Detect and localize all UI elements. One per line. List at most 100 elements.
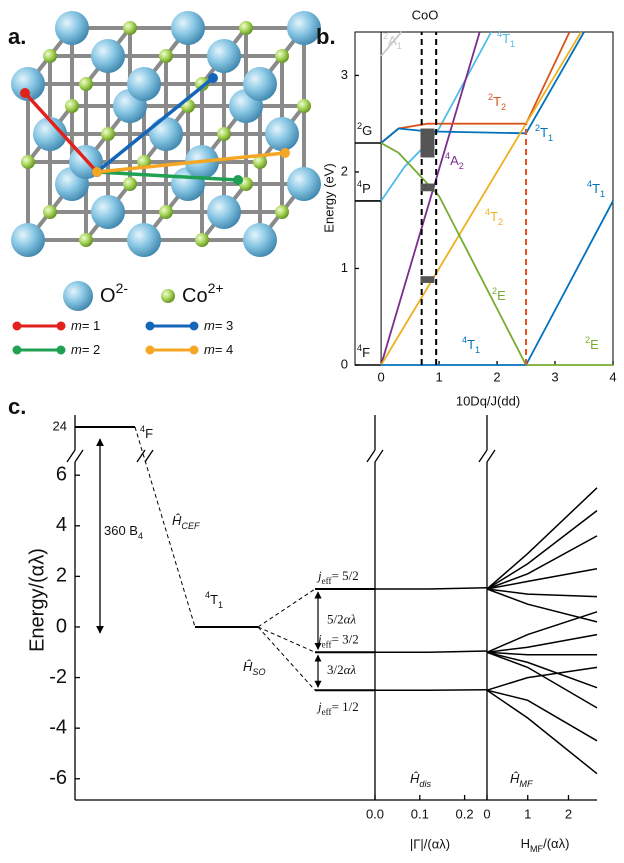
level-curve bbox=[486, 487, 598, 590]
operator-label-part: dis bbox=[419, 779, 431, 789]
y-tick-label: 6 bbox=[56, 463, 67, 485]
crystal-field-label-part: 360 B bbox=[104, 523, 138, 538]
panel-label: c. bbox=[8, 394, 26, 419]
level-label-part: 4 bbox=[205, 590, 210, 600]
oxygen-atom bbox=[171, 11, 205, 45]
x-tick-label: 3 bbox=[551, 369, 558, 384]
y-tick-label: -4 bbox=[49, 716, 67, 738]
oxygen-atom bbox=[207, 195, 241, 229]
crystal-field-label: 360 B4 bbox=[104, 523, 143, 541]
legend-bond-end bbox=[145, 345, 155, 355]
curve-label: 4T2 bbox=[485, 207, 503, 227]
level-curve bbox=[486, 689, 598, 742]
level-label-part: T bbox=[210, 592, 218, 607]
operator-label-part: Ĥ bbox=[510, 771, 520, 786]
level-curve bbox=[486, 633, 598, 654]
curve-label-part: E bbox=[497, 288, 506, 303]
gap-label: 5/2αλ bbox=[327, 612, 356, 627]
energy-curve bbox=[380, 31, 582, 366]
gap-label-part: 3/2 bbox=[327, 662, 344, 677]
legend-bond-end bbox=[189, 345, 199, 355]
legend-bond-label: m= 1 bbox=[71, 318, 100, 333]
x-tick-label: 4 bbox=[609, 369, 616, 384]
curve-label: 2T1 bbox=[535, 123, 553, 143]
legend-bond-end bbox=[56, 345, 66, 355]
level-curve bbox=[486, 651, 598, 689]
connector bbox=[257, 588, 316, 628]
curve-label-part: 2 bbox=[459, 161, 464, 171]
axis-break bbox=[144, 449, 154, 463]
chart-title: CoO bbox=[412, 7, 439, 22]
curve-label-part: 2 bbox=[535, 123, 540, 133]
x-tick-label: 0 bbox=[377, 369, 384, 384]
legend-bond-label: m= 4 bbox=[204, 342, 233, 357]
curve-label: 4T1 bbox=[462, 335, 480, 355]
level-curve bbox=[486, 588, 598, 598]
oxygen-atom bbox=[127, 67, 161, 101]
x-axis-label-part: H bbox=[521, 836, 530, 851]
level-curve bbox=[486, 689, 598, 775]
bond-end bbox=[208, 73, 218, 83]
bond bbox=[96, 151, 286, 174]
cobalt-atom bbox=[123, 21, 137, 35]
gap-label: 3/2αλ bbox=[327, 662, 356, 677]
cobalt-atom bbox=[217, 127, 231, 141]
axis-break bbox=[66, 449, 76, 463]
curve-label-part: T bbox=[540, 125, 548, 140]
legend-bond-label-part: m bbox=[71, 318, 82, 333]
y-tick-label: 4 bbox=[56, 514, 67, 536]
legend-bond-end bbox=[189, 321, 199, 331]
oxygen-atom bbox=[287, 167, 321, 201]
legend-atom-label-part: O bbox=[100, 285, 116, 307]
legend-bond-end bbox=[56, 321, 66, 331]
connector bbox=[257, 626, 316, 653]
legend-bond-end bbox=[12, 321, 22, 331]
curve-label-part: E bbox=[590, 337, 599, 352]
operator-label-part: Ĥ bbox=[410, 771, 420, 786]
curve-label-part: 1 bbox=[475, 345, 480, 355]
oxygen-atom bbox=[55, 11, 89, 45]
cobalt-atom bbox=[123, 177, 137, 191]
legend-atom bbox=[63, 281, 93, 311]
level-curve bbox=[486, 568, 598, 590]
y-axis-label: Energy (eV) bbox=[321, 163, 336, 232]
y-tick-label: -2 bbox=[49, 666, 67, 688]
axis-break bbox=[486, 449, 496, 463]
level-curve bbox=[375, 650, 488, 654]
oxygen-atom bbox=[91, 39, 125, 73]
oxygen-atom bbox=[91, 195, 125, 229]
curve-label-part: T bbox=[502, 31, 510, 46]
curve-label-part: 2 bbox=[383, 31, 388, 41]
gap-label-part: αλ bbox=[344, 662, 357, 677]
legend-bond-label: m= 2 bbox=[71, 342, 100, 357]
curve-label: 4T1 bbox=[497, 29, 515, 49]
cobalt-atom bbox=[21, 155, 35, 169]
legend-bond-label-part: = 4 bbox=[215, 342, 233, 357]
cobalt-atom bbox=[159, 205, 173, 219]
x-tick-label: 2 bbox=[565, 806, 572, 821]
gap-label-part: 5/2 bbox=[327, 612, 344, 627]
legend-atom-label-part: 2+ bbox=[208, 280, 224, 296]
axis-break bbox=[366, 449, 376, 463]
oxygen-atom bbox=[127, 223, 161, 257]
crystal-field-label-part: 4 bbox=[138, 531, 143, 541]
j-level-label: jeff= 5/2 bbox=[316, 568, 359, 586]
operator-label-part: MF bbox=[519, 779, 533, 789]
curve-label-part: A bbox=[450, 153, 459, 168]
cobalt-atom bbox=[79, 77, 93, 91]
oxygen-atom bbox=[207, 39, 241, 73]
oxygen-atom bbox=[265, 117, 299, 151]
curve-label-part: 4 bbox=[445, 151, 450, 161]
operator-label-part: SO bbox=[252, 667, 265, 677]
level-label-part: 4 bbox=[140, 424, 145, 434]
curve-label: 2E bbox=[585, 335, 599, 352]
operator-label-part: Ĥ bbox=[243, 659, 253, 674]
operator-label: ĤSO bbox=[243, 659, 266, 677]
y-tick-label: 2 bbox=[56, 565, 67, 587]
free-ion-label: 4F bbox=[357, 343, 370, 360]
level-label: 4T1 bbox=[205, 590, 223, 610]
level-label-part: F bbox=[145, 426, 153, 441]
free-ion-label-part: F bbox=[362, 345, 370, 360]
curve-label-part: 1 bbox=[548, 133, 553, 143]
